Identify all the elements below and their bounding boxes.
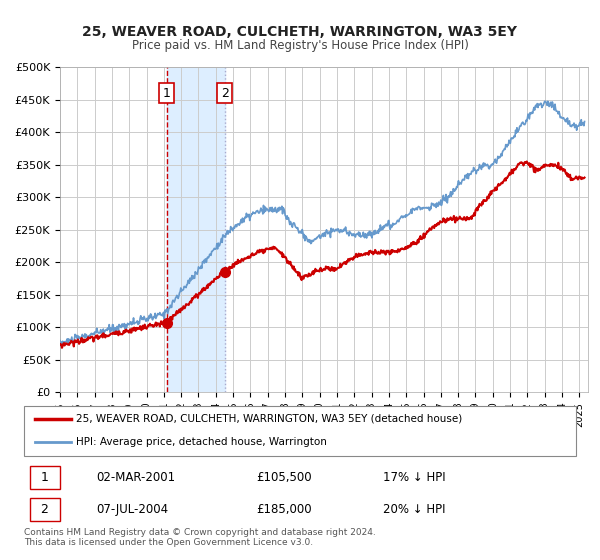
FancyBboxPatch shape (29, 466, 60, 489)
Text: £105,500: £105,500 (256, 471, 311, 484)
Text: 2: 2 (221, 87, 229, 100)
Text: 17% ↓ HPI: 17% ↓ HPI (383, 471, 445, 484)
Text: 02-MAR-2001: 02-MAR-2001 (96, 471, 175, 484)
Text: 25, WEAVER ROAD, CULCHETH, WARRINGTON, WA3 5EY: 25, WEAVER ROAD, CULCHETH, WARRINGTON, W… (83, 25, 517, 39)
Text: 1: 1 (40, 471, 49, 484)
Text: 25, WEAVER ROAD, CULCHETH, WARRINGTON, WA3 5EY (detached house): 25, WEAVER ROAD, CULCHETH, WARRINGTON, W… (76, 414, 463, 423)
Text: 1: 1 (163, 87, 171, 100)
Text: 20% ↓ HPI: 20% ↓ HPI (383, 503, 445, 516)
Text: £185,000: £185,000 (256, 503, 311, 516)
Bar (167, 67, 225, 392)
Text: HPI: Average price, detached house, Warrington: HPI: Average price, detached house, Warr… (76, 437, 328, 447)
Text: Price paid vs. HM Land Registry's House Price Index (HPI): Price paid vs. HM Land Registry's House … (131, 39, 469, 52)
Text: 07-JUL-2004: 07-JUL-2004 (96, 503, 168, 516)
Text: Contains HM Land Registry data © Crown copyright and database right 2024.
This d: Contains HM Land Registry data © Crown c… (24, 528, 376, 547)
FancyBboxPatch shape (24, 406, 576, 456)
FancyBboxPatch shape (29, 498, 60, 521)
Text: 2: 2 (40, 503, 49, 516)
